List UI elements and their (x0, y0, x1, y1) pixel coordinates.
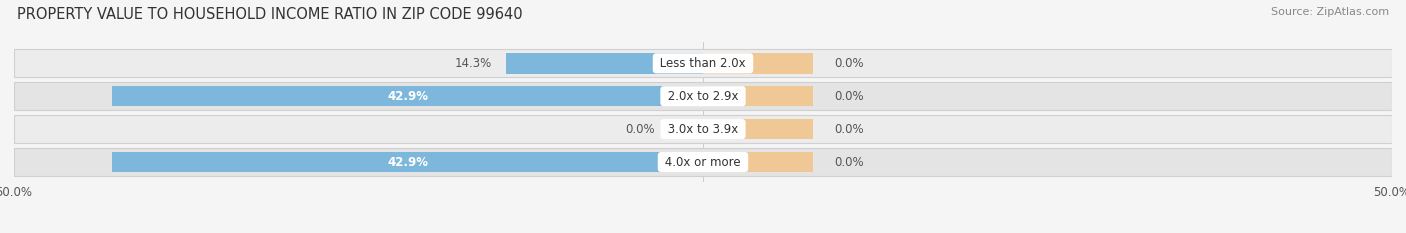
Text: 42.9%: 42.9% (387, 90, 427, 103)
Bar (703, 53, 813, 74)
Text: 0.0%: 0.0% (834, 90, 863, 103)
Text: 0.0%: 0.0% (834, 57, 863, 70)
Text: 42.9%: 42.9% (387, 155, 427, 168)
Bar (703, 86, 813, 106)
Bar (14, 148, 1392, 176)
Bar (14, 82, 1392, 110)
Text: 4.0x or more: 4.0x or more (661, 155, 745, 168)
Text: Source: ZipAtlas.com: Source: ZipAtlas.com (1271, 7, 1389, 17)
Text: 2.0x to 2.9x: 2.0x to 2.9x (664, 90, 742, 103)
Bar (703, 152, 813, 172)
Bar (112, 152, 703, 172)
Text: 3.0x to 3.9x: 3.0x to 3.9x (664, 123, 742, 136)
Bar (682, 119, 703, 139)
Bar (112, 86, 703, 106)
Text: 14.3%: 14.3% (456, 57, 492, 70)
Text: 0.0%: 0.0% (626, 123, 655, 136)
Bar (14, 49, 1392, 77)
Text: 0.0%: 0.0% (834, 123, 863, 136)
Bar (506, 53, 703, 74)
Bar (14, 115, 1392, 143)
Bar (703, 119, 813, 139)
Text: PROPERTY VALUE TO HOUSEHOLD INCOME RATIO IN ZIP CODE 99640: PROPERTY VALUE TO HOUSEHOLD INCOME RATIO… (17, 7, 523, 22)
Text: 0.0%: 0.0% (834, 155, 863, 168)
Text: Less than 2.0x: Less than 2.0x (657, 57, 749, 70)
